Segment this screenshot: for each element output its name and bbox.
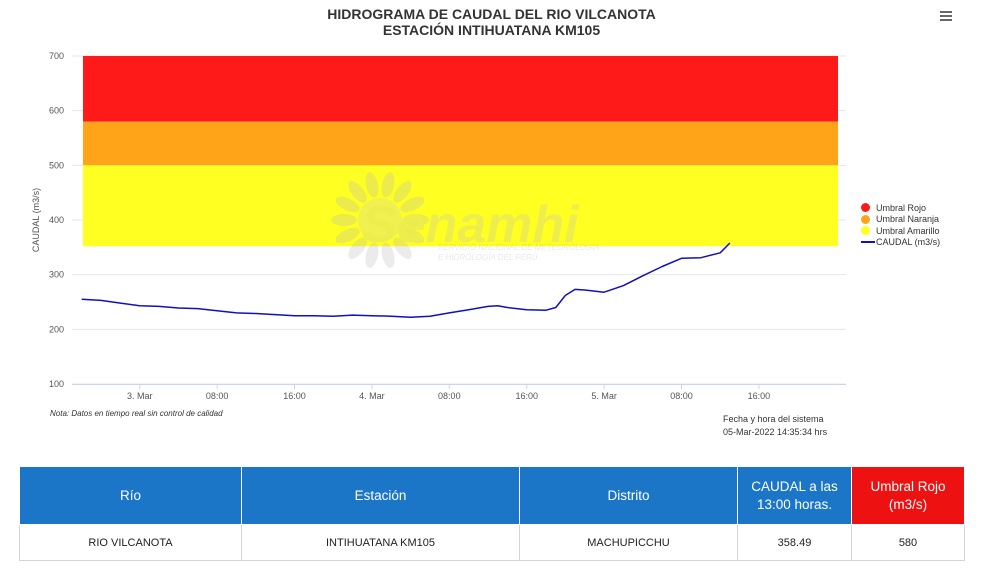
y-tick-label: 600	[49, 106, 64, 116]
watermark-ray	[393, 181, 412, 203]
x-tick-label: 4. Mar	[359, 391, 385, 401]
band-umbral-amarillo	[83, 165, 838, 247]
watermark-tagline1: SERVICIO NACIONAL DE METEOROLOGÍA	[438, 243, 600, 252]
watermark-ray	[331, 214, 357, 226]
y-tick-label: 500	[49, 160, 64, 170]
legend-swatch-rojo	[861, 203, 870, 213]
x-tick-label: 08:00	[206, 391, 229, 401]
header-umbral-rojo: Umbral Rojo (m3/s)	[851, 466, 965, 525]
watermark-tagline2: E HIDROLOGÍA DEL PERÚ	[438, 253, 538, 262]
legend-item-caudal[interactable]: CAUDAL (m3/s)	[861, 237, 940, 249]
legend-item-amarillo[interactable]: Umbral Amarillo	[861, 225, 940, 237]
watermark-ray	[335, 196, 360, 213]
hamburger-menu-icon[interactable]	[935, 9, 957, 27]
legend-label-naranja: Umbral Naranja	[876, 214, 940, 225]
watermark-ray	[381, 242, 395, 268]
legend-swatch-amarillo	[861, 226, 870, 236]
watermark-sun	[358, 198, 402, 242]
chart-title-line1: HIDROGRAMA DE CAUDAL DEL RIO VILCANOTA	[327, 6, 656, 22]
x-tick-label: 16:00	[748, 391, 771, 401]
y-tick-label: 200	[49, 324, 64, 334]
y-tick-label: 100	[49, 379, 64, 389]
legend: Umbral Rojo Umbral Naranja Umbral Amaril…	[861, 202, 940, 248]
watermark-name: Senamhi	[362, 196, 580, 254]
x-tick-label: 3. Mar	[127, 391, 153, 401]
watermark-ray	[381, 172, 395, 198]
band-umbral-naranja	[83, 121, 838, 166]
watermark-ray	[335, 227, 360, 244]
header-distrito: Distrito	[519, 466, 738, 525]
watermark-ray	[400, 196, 425, 213]
header-estacion: Estación	[241, 466, 520, 525]
cell-distrito: MACHUPICCHU	[519, 524, 738, 561]
header-caudal: CAUDAL a las 13:00 horas.	[737, 466, 852, 525]
legend-label-caudal: CAUDAL (m3/s)	[876, 237, 941, 248]
cell-rio: RIO VILCANOTA	[19, 524, 242, 561]
x-tick-label: 08:00	[438, 391, 461, 401]
legend-item-naranja[interactable]: Umbral Naranja	[861, 214, 940, 226]
system-date-value: 05-Mar-2022 14:35:34 hrs	[723, 427, 828, 437]
legend-label-rojo: Umbral Rojo	[876, 202, 927, 213]
watermark-ray	[365, 172, 379, 198]
system-date-label: Fecha y hora del sistema	[723, 414, 824, 424]
legend-item-rojo[interactable]: Umbral Rojo	[861, 202, 940, 214]
y-tick-label: 700	[49, 51, 64, 61]
y-tick-label: 300	[49, 270, 64, 280]
band-umbral-rojo	[83, 56, 838, 122]
watermark-ray	[393, 237, 412, 259]
y-tick-label: 400	[49, 215, 64, 225]
x-tick-label: 16:00	[515, 391, 538, 401]
watermark-ray	[365, 242, 379, 268]
chart-title-line2: ESTACIÓN INTIHUATANA KM105	[382, 22, 601, 38]
chart-title: HIDROGRAMA DE CAUDAL DEL RIO VILCANOTA E…	[0, 6, 983, 38]
watermark-ray	[400, 227, 425, 244]
header-rio: Río	[19, 466, 242, 525]
table-row: RIO VILCANOTA INTIHUATANA KM105 MACHUPIC…	[19, 524, 965, 561]
table-header-row: Río Estación Distrito CAUDAL a las 13:00…	[19, 466, 965, 525]
quality-note: Nota: Datos en tiempo real sin control d…	[50, 409, 223, 418]
x-tick-label: 5. Mar	[591, 391, 617, 401]
y-axis-title: CAUDAL (m3/s)	[31, 188, 41, 252]
x-tick-label: 08:00	[670, 391, 693, 401]
x-tick-label: 16:00	[283, 391, 306, 401]
legend-swatch-naranja	[861, 214, 870, 224]
watermark-ray	[403, 214, 429, 226]
watermark-ray	[348, 181, 367, 203]
station-table: Río Estación Distrito CAUDAL a las 13:00…	[19, 466, 965, 561]
watermark-ray	[348, 237, 367, 259]
caudal-series-line	[81, 242, 731, 319]
cell-caudal: 358.49	[737, 524, 852, 561]
legend-swatch-caudal	[861, 241, 875, 244]
system-date: Fecha y hora del sistema 05-Mar-2022 14:…	[723, 413, 827, 439]
cell-estacion: INTIHUATANA KM105	[241, 524, 520, 561]
cell-umbral-rojo: 580	[851, 524, 965, 561]
legend-label-amarillo: Umbral Amarillo	[876, 225, 940, 236]
